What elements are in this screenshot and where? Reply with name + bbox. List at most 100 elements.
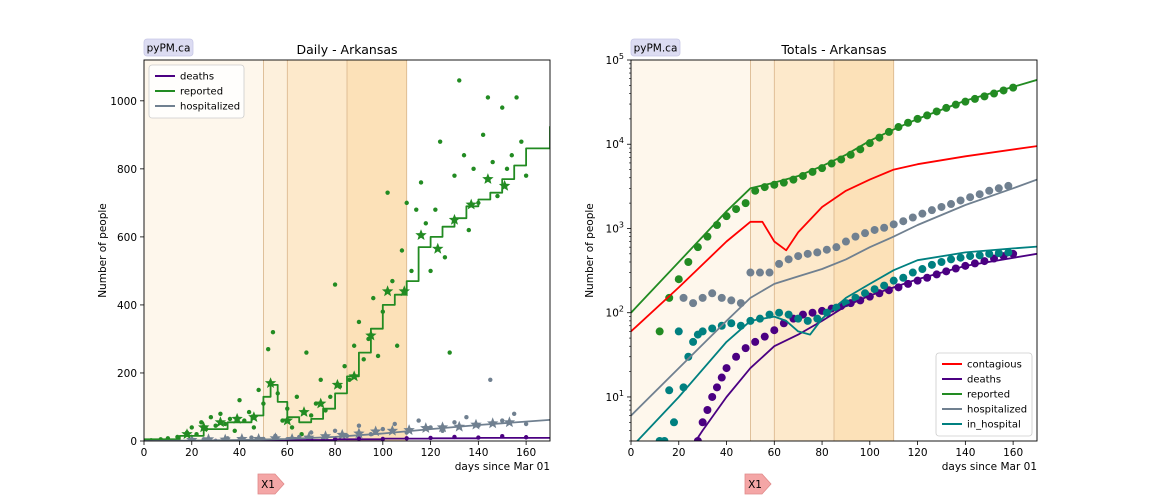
data-point-in_hospital: [669, 418, 678, 427]
legend-label-in_hospital: in_hospital: [967, 420, 1021, 431]
x-tick-label: 100: [860, 447, 880, 459]
x-tick-label: 140: [955, 447, 975, 459]
weekly-star-hospitalized: [436, 421, 449, 433]
data-point-in_hospital: [698, 327, 707, 336]
series-line-reported: [144, 126, 550, 441]
legend-label-deaths: deaths: [180, 72, 214, 83]
data-point-hospitalized: [784, 255, 793, 264]
data-point-reported: [375, 353, 381, 359]
data-point-reported: [294, 394, 300, 399]
legend-box: [148, 64, 245, 119]
data-point-reported: [213, 423, 218, 428]
data-point-reported: [480, 132, 486, 138]
data-point-reported: [684, 257, 693, 266]
data-point-in_hospital: [861, 289, 870, 298]
data-point-deaths: [741, 344, 750, 353]
data-point-hospitalized: [523, 421, 529, 427]
data-point-reported: [442, 255, 448, 260]
weekly-star-reported: [181, 428, 193, 440]
data-point-reported: [500, 105, 505, 110]
data-point-reported: [371, 295, 376, 301]
data-point-reported: [504, 166, 510, 172]
data-point-reported: [189, 425, 194, 430]
x-tick-label: 20: [185, 447, 198, 459]
shaded-period-2: [287, 60, 347, 441]
weekly-star-reported: [331, 378, 344, 390]
x-tick-label: 100: [373, 447, 393, 459]
x1-marker-label: X1: [748, 479, 762, 491]
data-point-hospitalized: [956, 196, 965, 205]
data-point-reported: [433, 207, 438, 212]
data-point-in_hospital: [794, 314, 803, 323]
x-axis-label: days since Mar 01: [455, 461, 550, 473]
data-point-in_hospital: [985, 249, 994, 258]
data-point-deaths: [712, 383, 721, 392]
data-point-reported: [246, 409, 252, 415]
data-point-reported: [328, 394, 333, 399]
plot-area: [631, 79, 1037, 441]
data-point-reported: [270, 329, 276, 335]
data-point-reported: [289, 425, 295, 430]
data-point-in_hospital: [822, 308, 831, 317]
data-point-hospitalized: [813, 248, 822, 257]
x-tick-label: 140: [468, 447, 488, 459]
data-point-reported: [399, 248, 405, 253]
data-point-hospitalized: [927, 206, 936, 215]
weekly-star-reported: [381, 285, 394, 297]
data-point-reported: [418, 180, 424, 185]
data-point-hospitalized: [1004, 181, 1013, 190]
series-line-deaths: [694, 252, 1037, 441]
totals-chart-panel: 0 20 40 60 80 100 120 140 160 101 102 103 104 105 Tota…: [584, 38, 1038, 495]
data-point-reported: [514, 95, 519, 100]
weekly-star-reported: [214, 416, 227, 428]
data-point-hospitalized: [841, 237, 850, 246]
series-line-reported: [631, 79, 1037, 314]
data-point-reported: [361, 357, 366, 362]
weekly-star-hospitalized: [202, 433, 215, 441]
data-point-reported: [208, 414, 214, 420]
shaded-period-0: [144, 60, 264, 441]
x-tick-label: 120: [421, 447, 441, 459]
data-point-reported: [256, 387, 261, 393]
data-point-in_hospital: [889, 276, 898, 285]
legend-label-contagious: contagious: [967, 360, 1022, 371]
data-point-reported: [751, 186, 760, 195]
data-point-hospitalized: [775, 259, 784, 268]
data-point-in_hospital: [947, 255, 956, 264]
data-point-reported: [199, 420, 204, 425]
data-point-reported: [342, 363, 347, 369]
weekly-star-hospitalized: [420, 422, 432, 433]
data-point-in_hospital: [994, 249, 1003, 258]
data-point-reported: [251, 425, 257, 430]
data-point-hospitalized: [937, 202, 946, 211]
plot-frame: [143, 59, 551, 442]
legend-label-hospitalized: hospitalized: [180, 102, 240, 113]
weekly-star-reported: [264, 377, 277, 388]
x-tick-label: 0: [628, 447, 635, 459]
data-point-reported: [665, 293, 674, 302]
data-point-hospitalized: [332, 428, 338, 433]
legend: deaths reported hospitalized: [148, 64, 245, 119]
y-tick-label: 104: [606, 136, 624, 151]
data-point-reported: [655, 327, 664, 336]
weekly-star-reported: [298, 406, 310, 417]
weekly-star-hospitalized: [303, 431, 315, 441]
data-point-reported: [347, 377, 352, 382]
data-point-reported: [308, 413, 314, 418]
data-point-reported: [461, 153, 467, 158]
data-point-deaths: [703, 406, 712, 415]
data-point-in_hospital: [908, 268, 917, 277]
pypm-badge: [143, 38, 194, 57]
data-point-reported: [356, 319, 362, 325]
x-tick-label: 0: [141, 447, 148, 459]
series-line-hospitalized: [144, 419, 550, 441]
data-point-hospitalized: [994, 184, 1003, 193]
data-point-in_hospital: [674, 327, 683, 336]
data-point-in_hospital: [1004, 248, 1013, 257]
data-point-reported: [471, 166, 476, 172]
weekly-star-hospitalized: [186, 434, 198, 441]
y-tick-label: 800: [117, 164, 137, 176]
data-point-reported: [332, 282, 338, 287]
pypm-badge-text: pyPM.ca: [147, 43, 191, 55]
